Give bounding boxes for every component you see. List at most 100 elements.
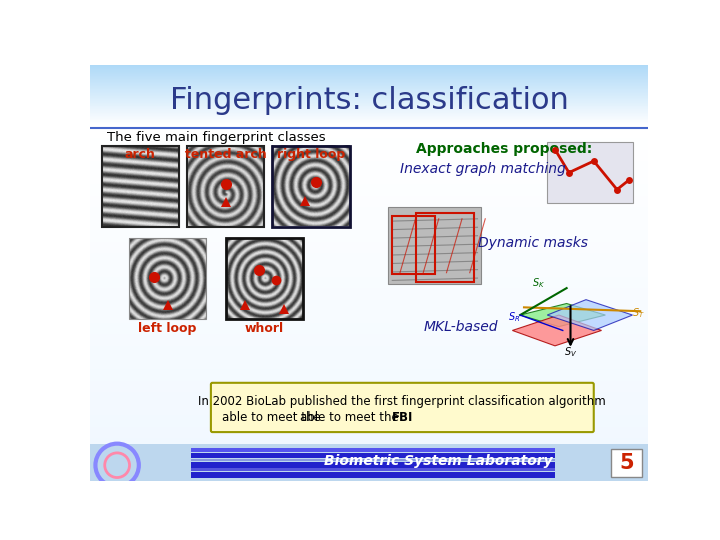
Bar [90, 326, 648, 327]
Bar [547, 142, 632, 204]
Bar [90, 418, 648, 419]
Bar [90, 271, 648, 272]
Bar [90, 388, 648, 389]
Bar [90, 356, 648, 357]
Bar [90, 150, 648, 151]
Bar [90, 285, 648, 286]
Bar [90, 307, 648, 308]
Text: right loop: right loop [276, 147, 345, 160]
Bar [90, 293, 648, 294]
Bar [90, 428, 648, 429]
Bar [90, 287, 648, 288]
Bar [90, 319, 648, 320]
Bar [90, 236, 648, 237]
Bar [90, 349, 648, 350]
Bar [90, 67, 648, 68]
Bar [90, 212, 648, 213]
Bar [90, 276, 648, 278]
Bar [90, 254, 648, 255]
Bar [90, 234, 648, 235]
Text: In 2002 BioLab published the first fingerprint classification algorithm: In 2002 BioLab published the first finge… [199, 395, 606, 408]
Bar [90, 264, 648, 265]
Bar [90, 266, 648, 267]
Bar [90, 107, 648, 108]
Bar [90, 181, 648, 182]
Bar [90, 76, 648, 77]
Bar [191, 459, 555, 461]
Bar [90, 330, 648, 331]
Bar [90, 184, 648, 185]
Bar [90, 221, 648, 222]
Bar [90, 209, 648, 210]
Bar [90, 333, 648, 334]
Bar [90, 161, 648, 162]
Bar [90, 338, 648, 339]
Bar [90, 468, 648, 469]
Bar [90, 238, 648, 239]
Bar [90, 435, 648, 436]
Bar [90, 146, 648, 147]
Bar [90, 88, 648, 89]
Bar [90, 156, 648, 157]
Bar [90, 140, 648, 141]
Bar [90, 200, 648, 201]
Polygon shape [520, 303, 606, 327]
Text: Fingerprints: classification: Fingerprints: classification [170, 86, 568, 116]
Bar [90, 248, 648, 249]
Bar [90, 198, 648, 199]
Bar [90, 242, 648, 244]
Bar [90, 227, 648, 228]
Bar [90, 383, 648, 384]
Bar [90, 127, 648, 128]
Bar [90, 193, 648, 194]
Bar [90, 179, 648, 180]
Bar [90, 444, 648, 445]
Bar [90, 389, 648, 390]
Bar [90, 80, 648, 81]
Bar [90, 114, 648, 115]
Bar [90, 172, 648, 173]
Bar [90, 439, 648, 440]
Bar [90, 108, 648, 109]
Bar [90, 465, 648, 466]
Bar [90, 123, 648, 124]
Bar [90, 302, 648, 303]
Bar [90, 332, 648, 333]
Bar [90, 118, 648, 119]
Bar [90, 478, 648, 479]
Bar [90, 246, 648, 247]
Bar [90, 255, 648, 256]
Bar [90, 426, 648, 427]
Bar [90, 68, 648, 69]
Bar [90, 75, 648, 76]
Bar [392, 217, 435, 274]
Bar [90, 427, 648, 428]
Bar [90, 214, 648, 215]
Bar [90, 112, 648, 113]
Bar [90, 78, 648, 79]
Bar [90, 364, 648, 365]
Bar [90, 217, 648, 218]
Text: Approaches proposed:: Approaches proposed: [415, 143, 592, 157]
Bar [90, 463, 648, 464]
Bar [90, 361, 648, 362]
Bar [90, 295, 648, 296]
Bar [90, 305, 648, 306]
Bar [90, 460, 648, 461]
Bar [90, 159, 648, 160]
Bar [90, 130, 648, 131]
Bar [90, 231, 648, 232]
Bar [90, 430, 648, 431]
Bar [90, 90, 648, 91]
Bar [90, 315, 648, 316]
Bar [191, 448, 555, 452]
Bar [90, 360, 648, 361]
Text: FBI: FBI [392, 411, 413, 424]
Bar [90, 183, 648, 184]
Text: left loop: left loop [138, 322, 197, 335]
Bar [90, 436, 648, 437]
Bar [90, 328, 648, 329]
Bar [90, 311, 648, 312]
Bar [90, 120, 648, 121]
Bar [90, 392, 648, 393]
